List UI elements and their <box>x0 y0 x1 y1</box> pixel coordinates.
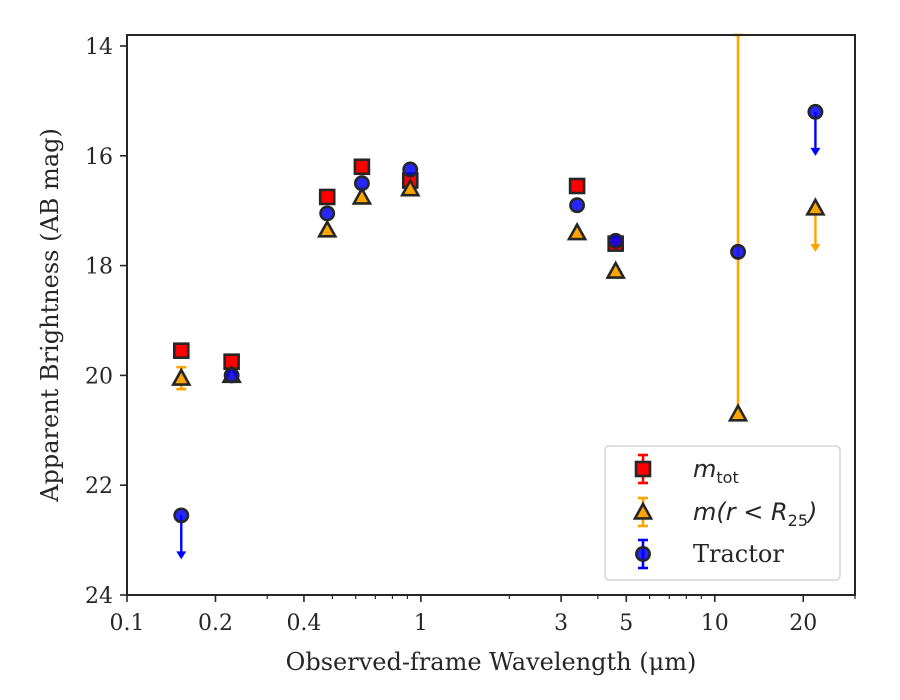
legend-square-marker <box>634 460 652 478</box>
y-axis-title: Apparent Brightness (AB mag) <box>36 128 64 503</box>
circle-point <box>807 103 824 120</box>
circle-point <box>730 243 746 260</box>
chart-marks <box>171 33 826 560</box>
triangle-point <box>351 186 373 205</box>
triangle-point <box>566 221 588 241</box>
x-tick-label: 1 <box>414 611 428 636</box>
x-tick-label: 5 <box>619 611 633 636</box>
x-axis-title: Observed-frame Wavelength (μm) <box>286 648 697 676</box>
legend: mtot m(r < R25) Tractor <box>604 445 841 581</box>
legend-label-tail: ) <box>806 498 817 526</box>
square-point <box>318 188 336 206</box>
x-tick-label: 10 <box>701 611 729 636</box>
circle-point <box>223 367 240 384</box>
x-tick-label: 20 <box>789 611 817 636</box>
upper-limit-arrowhead <box>176 551 187 560</box>
legend-box <box>604 445 841 581</box>
upper-limit-arrowhead <box>810 243 821 252</box>
square-point <box>353 158 371 176</box>
legend-label-main: m <box>693 455 716 483</box>
triangle-point <box>605 260 626 279</box>
triangle-point <box>805 197 826 216</box>
series-circle <box>173 103 824 560</box>
axes: 0.1 0.2 0.4 1 3 5 10 20 14 16 18 20 22 24 <box>85 35 856 636</box>
upper-limit-arrowhead <box>810 147 821 156</box>
triangle-point <box>727 403 749 422</box>
x-tick-label: 0.2 <box>198 611 233 636</box>
series-square <box>172 158 624 370</box>
legend-label-main: m(r < R <box>693 498 788 526</box>
x-tick-label: 0.1 <box>110 611 145 636</box>
square-point <box>568 177 586 195</box>
legend-label-sub: 25 <box>788 511 808 530</box>
circle-point <box>569 197 586 214</box>
series-triangle <box>171 33 826 422</box>
legend-triangle-marker <box>632 501 654 520</box>
plot-frame <box>126 34 856 596</box>
circle-point <box>402 161 419 178</box>
y-tick-label: 16 <box>85 145 113 170</box>
triangle-point <box>316 219 338 238</box>
error-bar <box>733 33 744 416</box>
legend-label: m(r < R25) <box>693 498 817 530</box>
legend-circle-marker <box>635 546 651 562</box>
circle-point <box>353 175 370 192</box>
legend-label: mtot <box>693 455 739 487</box>
y-tick-label: 14 <box>85 35 113 60</box>
y-tick-label: 20 <box>85 364 113 389</box>
y-tick-label: 18 <box>85 255 113 280</box>
y-tick-label: 24 <box>85 584 113 609</box>
legend-label: Tractor <box>693 540 784 568</box>
legend-label-sub: tot <box>716 468 738 487</box>
circle-point <box>173 507 190 524</box>
y-tick-label: 22 <box>85 474 113 499</box>
circle-point <box>607 232 624 249</box>
x-tick-label: 3 <box>554 611 568 636</box>
circle-point <box>319 205 336 222</box>
square-point <box>172 342 190 359</box>
x-tick-label: 0.4 <box>286 611 321 636</box>
triangle-point <box>171 367 192 386</box>
triangle-point <box>399 177 421 197</box>
